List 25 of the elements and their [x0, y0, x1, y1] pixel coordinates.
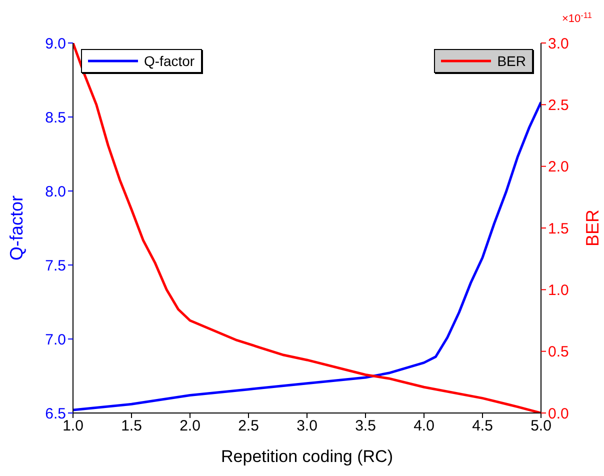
y2-tick-label: 1.5: [548, 220, 569, 238]
x-tick-label: 3.0: [296, 418, 318, 435]
x-tick-label: 1.5: [121, 418, 142, 435]
legend-label: BER: [497, 53, 526, 69]
y-tick-label: 9.0: [45, 35, 66, 52]
x-axis-title: Repetition coding (RC): [221, 447, 393, 466]
y2-tick-label: 1.0: [548, 282, 569, 299]
y-tick-label: 7.5: [45, 257, 66, 274]
x-tick-label: 2.0: [180, 418, 200, 435]
y2-tick-label: 0.5: [548, 344, 569, 361]
y-tick-label: 8.0: [45, 183, 66, 200]
text: ×10$^{-11}$: [562, 10, 592, 25]
x-tick-label: 4.5: [472, 418, 493, 435]
y2-tick-label: 3.0: [548, 35, 569, 52]
y2-tick-label: 2.5: [548, 96, 569, 114]
legend-label: Q-factor: [144, 53, 195, 69]
x-tick-label: 3.5: [355, 418, 376, 435]
x-tick-label: 4.0: [414, 418, 434, 435]
y-tick-label: 7.0: [45, 331, 66, 348]
y-axis-title: Q-factor: [6, 195, 26, 261]
y2-tick-label: 2.0: [548, 158, 569, 176]
y2-axis-title: BER: [582, 209, 602, 247]
x-tick-label: 2.5: [238, 418, 259, 435]
x-tick-label: 5.0: [530, 418, 552, 435]
y-tick-label: 8.5: [45, 109, 66, 126]
